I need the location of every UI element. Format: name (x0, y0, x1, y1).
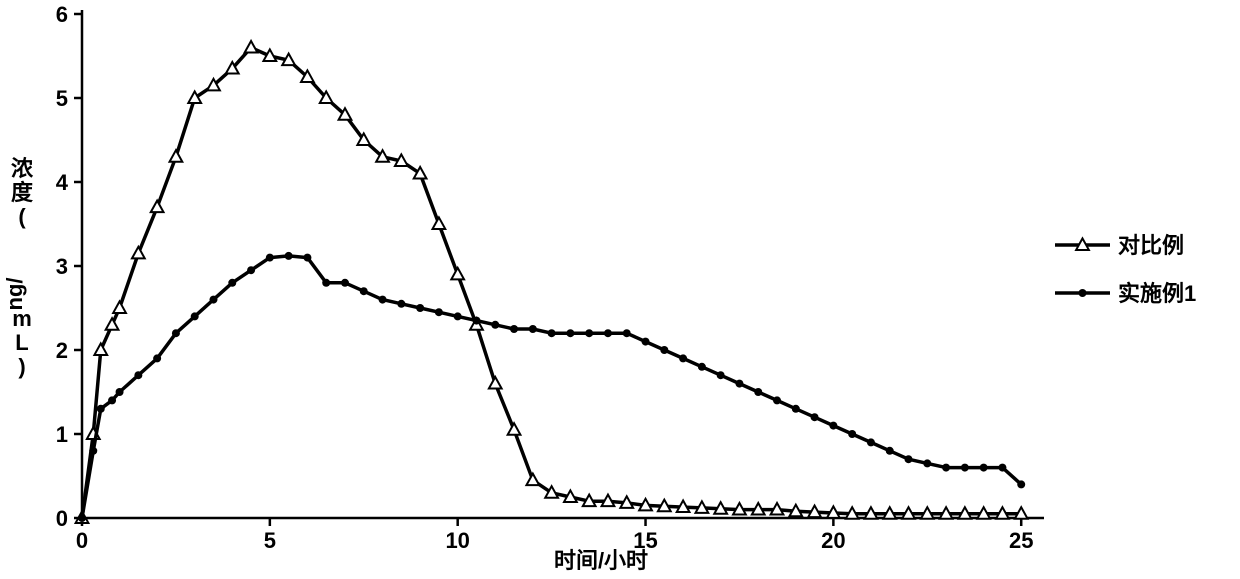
data-marker (1079, 289, 1087, 297)
data-marker (980, 464, 988, 472)
data-marker (942, 464, 950, 472)
data-marker (623, 329, 631, 337)
data-marker (642, 338, 650, 346)
data-marker (97, 405, 105, 413)
data-marker (247, 266, 255, 274)
data-marker (660, 346, 668, 354)
data-marker (379, 296, 387, 304)
y-tick-label: 1 (56, 422, 68, 447)
data-marker (78, 514, 86, 522)
data-marker (754, 388, 762, 396)
data-marker (679, 354, 687, 362)
legend-label-example1: 实施例1 (1118, 281, 1196, 306)
y-tick-label: 2 (56, 338, 68, 363)
y-axis-label-bottom: L (15, 330, 28, 355)
data-marker (228, 279, 236, 287)
y-axis-label-bottom: m (12, 306, 32, 331)
data-marker (303, 254, 311, 262)
x-tick-label: 25 (1009, 528, 1033, 553)
data-marker (717, 371, 725, 379)
data-marker (266, 254, 274, 262)
data-marker (191, 312, 199, 320)
data-marker (89, 447, 97, 455)
x-tick-label: 0 (76, 528, 88, 553)
legend-label-comparative: 对比例 (1118, 233, 1184, 258)
data-marker (961, 464, 969, 472)
data-marker (134, 371, 142, 379)
data-marker (548, 329, 556, 337)
y-axis-label-top: ( (18, 204, 26, 229)
data-marker (172, 329, 180, 337)
data-marker (491, 321, 499, 329)
y-tick-label: 0 (56, 506, 68, 531)
data-marker (529, 325, 537, 333)
data-marker (209, 296, 217, 304)
data-marker (116, 388, 124, 396)
x-tick-label: 10 (445, 528, 469, 553)
y-axis-label-top: 度 (11, 180, 34, 205)
data-marker (341, 279, 349, 287)
x-tick-label: 20 (821, 528, 845, 553)
data-marker (416, 304, 424, 312)
data-marker (698, 363, 706, 371)
x-axis-label: 时间/小时 (554, 548, 648, 573)
data-marker (829, 422, 837, 430)
y-tick-label: 6 (56, 2, 68, 27)
data-marker (472, 317, 480, 325)
data-marker (566, 329, 574, 337)
y-axis-label-top: 浓 (11, 156, 34, 181)
data-marker (108, 396, 116, 404)
data-marker (773, 396, 781, 404)
y-tick-label: 4 (56, 170, 69, 195)
data-marker (848, 430, 856, 438)
data-marker (397, 300, 405, 308)
data-marker (360, 287, 368, 295)
data-marker (510, 325, 518, 333)
data-marker (923, 459, 931, 467)
data-marker (998, 464, 1006, 472)
y-axis-label-bottom: ) (18, 354, 25, 379)
data-marker (435, 308, 443, 316)
data-marker (1017, 480, 1025, 488)
data-marker (886, 447, 894, 455)
x-tick-label: 5 (264, 528, 276, 553)
data-marker (454, 312, 462, 320)
data-marker (867, 438, 875, 446)
data-marker (735, 380, 743, 388)
data-marker (585, 329, 593, 337)
data-marker (153, 354, 161, 362)
data-marker (811, 413, 819, 421)
y-tick-label: 3 (56, 254, 68, 279)
data-marker (604, 329, 612, 337)
data-marker (905, 455, 913, 463)
data-marker (792, 405, 800, 413)
data-marker (285, 252, 293, 260)
data-marker (322, 279, 330, 287)
concentration-time-chart: 05101520250123456时间/小时浓度(ng/mL)对比例实施例1 (0, 0, 1240, 579)
y-tick-label: 5 (56, 86, 68, 111)
